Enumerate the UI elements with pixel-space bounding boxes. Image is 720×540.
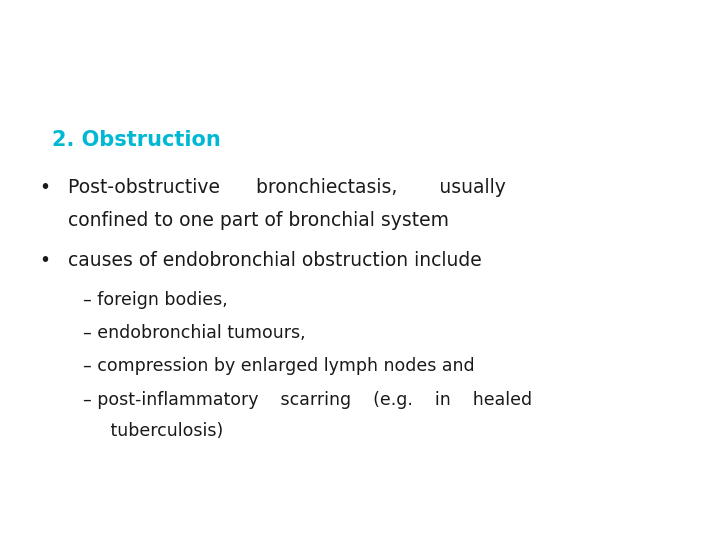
Text: tuberculosis): tuberculosis) <box>94 422 223 440</box>
Text: – post-inflammatory    scarring    (e.g.    in    healed: – post-inflammatory scarring (e.g. in he… <box>83 391 532 409</box>
Text: 2. Obstruction: 2. Obstruction <box>52 130 220 150</box>
Text: – foreign bodies,: – foreign bodies, <box>83 291 228 308</box>
Text: Post-obstructive      bronchiectasis,       usually: Post-obstructive bronchiectasis, usually <box>68 178 506 197</box>
Text: causes of endobronchial obstruction include: causes of endobronchial obstruction incl… <box>68 251 482 270</box>
Text: •: • <box>40 251 50 270</box>
Text: – endobronchial tumours,: – endobronchial tumours, <box>83 324 305 342</box>
Text: •: • <box>40 178 50 197</box>
Text: – compression by enlarged lymph nodes and: – compression by enlarged lymph nodes an… <box>83 357 474 375</box>
Text: confined to one part of bronchial system: confined to one part of bronchial system <box>68 211 449 229</box>
